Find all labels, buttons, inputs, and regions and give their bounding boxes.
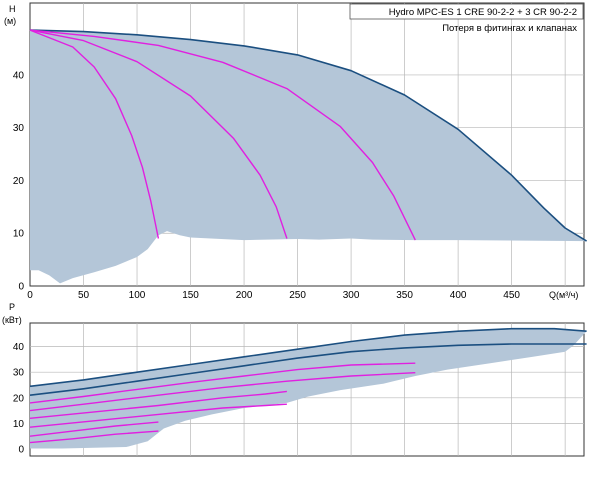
power-y-tick-label: 30 — [13, 368, 25, 379]
power-y-tick-label: 20 — [13, 393, 25, 404]
head-series-line-3 — [29, 29, 288, 239]
legend-title: Hydro MPC-ES 1 CRE 90-2-2 + 3 CR 90-2-2 — [389, 7, 577, 18]
q-x-tick-label: 450 — [503, 290, 520, 301]
q-x-tick-label: 100 — [129, 290, 146, 301]
power-series-line-5 — [29, 390, 287, 419]
legend-box — [349, 3, 584, 20]
power-series-line-2 — [29, 343, 587, 396]
head-series-line-4 — [29, 29, 416, 241]
head-series-line-2 — [29, 29, 160, 239]
q-x-tick-label: 150 — [182, 290, 199, 301]
head-y-tick-label: 10 — [13, 229, 25, 240]
head-series-line-1 — [29, 29, 588, 242]
power-series-line-6 — [29, 403, 287, 428]
power-series-line-3 — [29, 362, 416, 404]
q-x-tick-label: 400 — [450, 290, 467, 301]
head-y-tick-label: 20 — [13, 176, 25, 187]
head-y-tick-label: 30 — [13, 123, 25, 134]
q-x-tick-label: 200 — [236, 290, 253, 301]
head-operating-area — [30, 30, 587, 284]
p-axis-label: P — [9, 302, 15, 312]
power-tick-labels: 0 10 20 30 40 — [13, 342, 25, 455]
power-y-tick-label: 0 — [18, 445, 24, 456]
q-x-tick-label: 0 — [27, 290, 33, 301]
power-series-line-7 — [29, 421, 159, 437]
power-y-tick-label: 10 — [13, 419, 25, 430]
head-y-tick-label: 40 — [13, 70, 25, 81]
q-x-tick-label: 250 — [289, 290, 306, 301]
h-axis-label: H — [9, 4, 16, 14]
power-series-line-4 — [29, 372, 416, 412]
power-y-tick-label: 40 — [13, 342, 25, 353]
q-x-tick-label: 300 — [343, 290, 360, 301]
h-axis-unit: (м) — [4, 16, 16, 26]
q-axis-label: Q(м³/ч) — [549, 290, 578, 300]
q-x-tick-label: 50 — [78, 290, 90, 301]
power-curve-panel: 0 10 20 30 40 P (кВт) — [2, 302, 587, 457]
p-axis-unit: (кВт) — [2, 315, 22, 325]
power-operating-area — [30, 328, 587, 449]
power-series-line-8 — [29, 430, 159, 444]
power-series-group — [29, 327, 587, 444]
head-y-tick-label: 0 — [18, 282, 24, 293]
q-x-tick-label: 350 — [396, 290, 413, 301]
head-series-group — [29, 29, 588, 242]
legend-subtitle: Потеря в фитингах и клапанах — [442, 23, 577, 34]
power-series-line-1 — [29, 327, 587, 388]
